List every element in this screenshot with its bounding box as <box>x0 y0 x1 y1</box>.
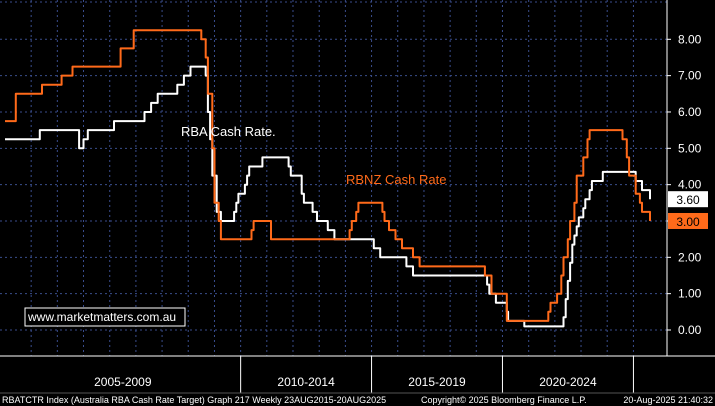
watermark-box: www.marketmatters.com.au <box>24 307 186 327</box>
series-lines <box>5 29 651 328</box>
rbnz-series-label: RBNZ Cash Rate <box>346 172 446 187</box>
footer-left-text: RBATCTR Index (Australia RBA Cash Rate T… <box>2 395 386 405</box>
series-line-rbnz <box>5 29 651 322</box>
y-tick-label-0: 8.00 <box>678 32 702 46</box>
y-tick-label-8: 0.00 <box>678 323 702 337</box>
series-line-rba <box>5 65 651 328</box>
y-tick-label-2: 6.00 <box>678 105 702 119</box>
last-value-tags: 3.60 3.00 <box>668 191 708 229</box>
last-value-box-0 <box>668 191 708 208</box>
watermark-text: www.marketmatters.com.au <box>27 310 176 324</box>
x-period-label-2: 2015-2019 <box>408 375 466 389</box>
last-value-box-1 <box>668 212 708 229</box>
footer-bar <box>0 393 715 406</box>
y-tick-label-4: 4.00 <box>678 178 702 192</box>
grid-lines <box>0 0 667 356</box>
x-axis-period-labels: 2005-2009 2010-2014 2015-2019 2020-2024 <box>94 375 597 389</box>
footer-timestamp: 20-Aug-2025 21:40:32 <box>623 395 713 405</box>
y-tick-label-3: 5.00 <box>678 141 702 155</box>
x-period-label-1: 2010-2014 <box>277 375 335 389</box>
y-tick-label-6: 2.00 <box>678 250 702 264</box>
last-value-label-0: 3.60 <box>676 193 700 207</box>
rba-series-label: RBA Cash Rate. <box>181 124 276 139</box>
x-period-label-3: 2020-2024 <box>539 375 597 389</box>
y-tick-label-1: 7.00 <box>678 69 702 83</box>
last-value-label-1: 3.00 <box>676 215 700 229</box>
period-separators <box>240 356 634 393</box>
footer-copyright: Copyright© 2025 Bloomberg Finance L.P. <box>421 395 587 405</box>
y-tick-label-7: 1.00 <box>678 287 702 301</box>
x-period-label-0: 2005-2009 <box>94 375 152 389</box>
